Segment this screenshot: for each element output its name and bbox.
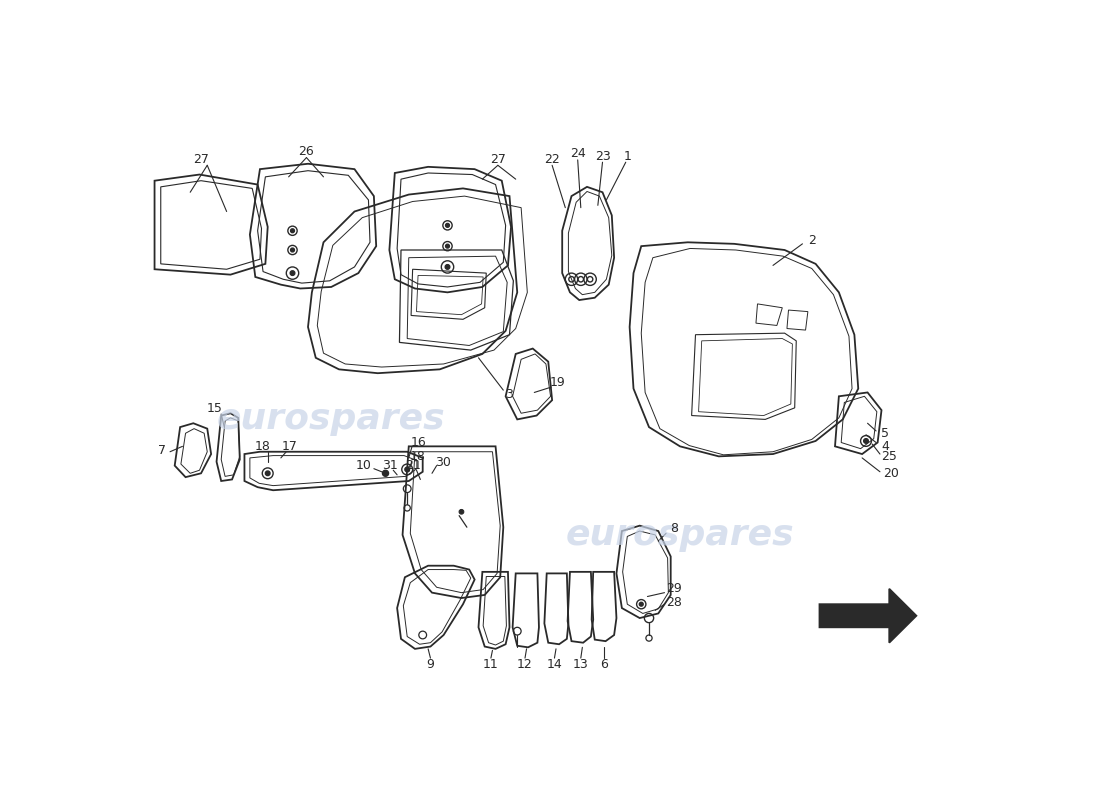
Text: 23: 23 (595, 150, 610, 162)
Text: 1: 1 (624, 150, 631, 162)
Text: eurospares: eurospares (217, 402, 446, 437)
Text: 28: 28 (666, 596, 682, 609)
Circle shape (405, 467, 409, 472)
Circle shape (459, 510, 464, 514)
Text: 20: 20 (883, 467, 899, 480)
Circle shape (290, 248, 295, 252)
Text: 24: 24 (570, 147, 585, 160)
Text: 5: 5 (881, 426, 890, 440)
Circle shape (383, 470, 388, 476)
Circle shape (446, 244, 450, 248)
Text: 18: 18 (410, 450, 426, 463)
Circle shape (446, 223, 450, 227)
Circle shape (290, 229, 295, 233)
Text: 27: 27 (490, 153, 506, 166)
Text: 26: 26 (298, 145, 315, 158)
Text: 3: 3 (506, 388, 514, 402)
Text: 7: 7 (158, 444, 166, 457)
Text: 8: 8 (670, 522, 678, 535)
Text: 19: 19 (550, 376, 565, 389)
Text: 2: 2 (807, 234, 816, 247)
Text: 13: 13 (573, 658, 588, 670)
Circle shape (864, 438, 868, 443)
Text: 4: 4 (881, 440, 889, 453)
Text: 31: 31 (383, 459, 398, 472)
Text: 16: 16 (410, 436, 426, 449)
Text: 14: 14 (547, 658, 562, 670)
Text: 21: 21 (406, 459, 421, 472)
Circle shape (639, 602, 643, 606)
Text: 12: 12 (517, 658, 532, 670)
Text: 17: 17 (282, 440, 297, 453)
Text: eurospares: eurospares (565, 518, 794, 552)
Text: 11: 11 (483, 658, 498, 670)
Circle shape (290, 270, 295, 275)
Circle shape (265, 471, 269, 476)
Text: 27: 27 (194, 153, 209, 166)
Polygon shape (820, 589, 916, 642)
Text: 29: 29 (666, 582, 682, 595)
Text: 25: 25 (881, 450, 898, 463)
Circle shape (446, 265, 450, 270)
Text: 10: 10 (356, 459, 372, 472)
Text: 9: 9 (427, 658, 434, 670)
Text: 30: 30 (434, 456, 451, 469)
Text: 22: 22 (544, 153, 560, 166)
Text: 18: 18 (255, 440, 271, 453)
Text: 15: 15 (207, 402, 223, 415)
Text: 6: 6 (601, 658, 608, 670)
